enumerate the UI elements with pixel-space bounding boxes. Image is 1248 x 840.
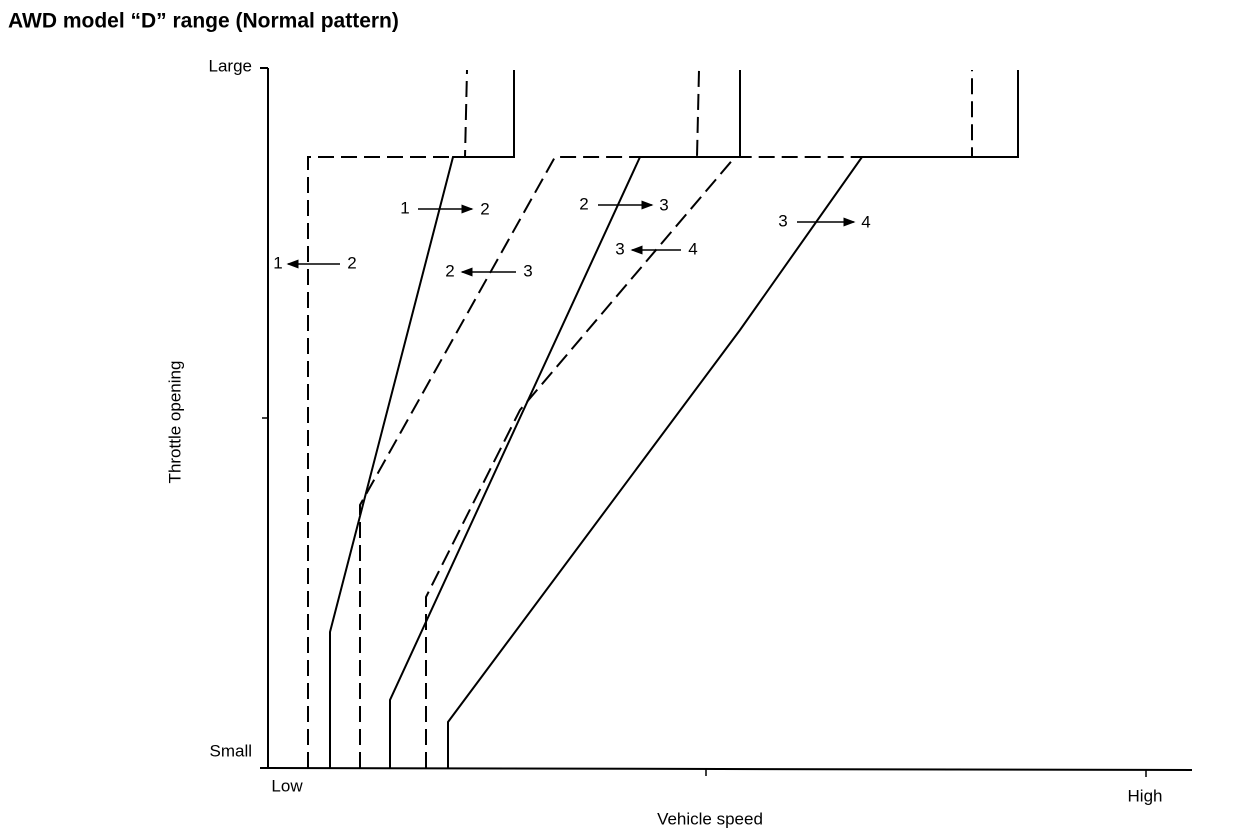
y-tick-label: Large — [209, 56, 252, 75]
gear-label: 1 — [273, 253, 282, 272]
gear-label: 2 — [445, 261, 454, 280]
shift-label: 1 2 — [400, 198, 489, 218]
gear-label: 2 — [347, 253, 356, 272]
shift-label: 2 3 — [579, 194, 668, 214]
x-tick-label: Low — [271, 776, 303, 795]
gear-label: 3 — [615, 239, 624, 258]
gear-label: 3 — [659, 195, 668, 214]
gear-label: 2 — [579, 194, 588, 213]
axes — [260, 67, 1193, 777]
gear-label: 4 — [688, 239, 697, 258]
gear-label: 2 — [480, 199, 489, 218]
shift-lines — [307, 69, 1019, 768]
x-axis-label: Vehicle speed — [657, 809, 763, 828]
shift-label: 3 4 — [615, 239, 697, 258]
gear-label: 3 — [778, 211, 787, 230]
gear-label: 3 — [523, 261, 532, 280]
x-tick-label: High — [1128, 786, 1163, 805]
gear-label: 1 — [400, 198, 409, 217]
shift-label: 2 3 — [445, 261, 532, 280]
title: AWD model “D” range (Normal pattern) — [8, 10, 399, 33]
gear-label: 4 — [861, 212, 870, 231]
y-tick-label: Small — [209, 741, 252, 760]
shift-label: 1 2 — [273, 253, 356, 272]
y-axis-label: Throttle opening — [165, 361, 184, 484]
shift-label: 3 4 — [778, 211, 870, 231]
